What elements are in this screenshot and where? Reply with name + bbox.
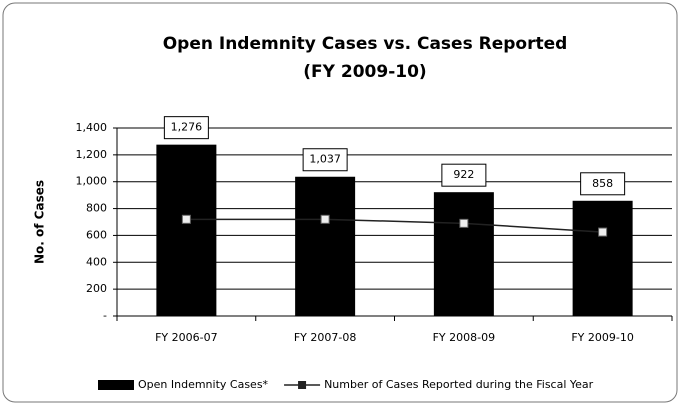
value-label: 1,276	[171, 121, 203, 134]
x-tick-label: FY 2008-09	[433, 331, 496, 344]
x-tick-label: FY 2006-07	[155, 331, 218, 344]
y-tick-label: 600	[86, 228, 107, 241]
value-label-box	[163, 116, 209, 140]
line-marker	[181, 214, 191, 224]
line	[186, 218, 603, 233]
bar	[433, 192, 494, 316]
value-label-box	[580, 172, 626, 196]
legend-label: Open Indemnity Cases*	[138, 378, 269, 391]
line-marker	[459, 218, 469, 228]
bar	[156, 144, 217, 316]
legend-swatch	[98, 380, 134, 390]
chart-subtitle: (FY 2009-10)	[303, 62, 426, 82]
bar	[572, 200, 633, 316]
y-tick-label: 400	[86, 255, 107, 268]
line-marker	[598, 227, 608, 237]
chart-title: Open Indemnity Cases vs. Cases Reported	[163, 34, 568, 54]
bar	[295, 176, 356, 316]
y-tick-label: -	[103, 309, 107, 322]
x-tick-label: FY 2007-08	[294, 331, 357, 344]
legend-label: Number of Cases Reported during the Fisc…	[324, 378, 594, 391]
x-tick-label: FY 2009-10	[571, 331, 634, 344]
y-tick-label: 1,200	[76, 148, 108, 161]
y-tick-label: 200	[86, 282, 107, 295]
y-tick-label: 1,400	[76, 121, 108, 134]
value-label: 922	[453, 168, 474, 181]
value-label: 858	[592, 177, 613, 190]
value-label-box	[302, 148, 348, 172]
y-axis-label: No. of Cases	[33, 180, 47, 264]
value-label-box	[441, 163, 487, 187]
value-label: 1,037	[309, 153, 341, 166]
y-tick-label: 1,000	[76, 175, 108, 188]
line-marker	[320, 214, 330, 224]
legend-swatch	[298, 381, 307, 389]
y-tick-label: 800	[86, 202, 107, 215]
